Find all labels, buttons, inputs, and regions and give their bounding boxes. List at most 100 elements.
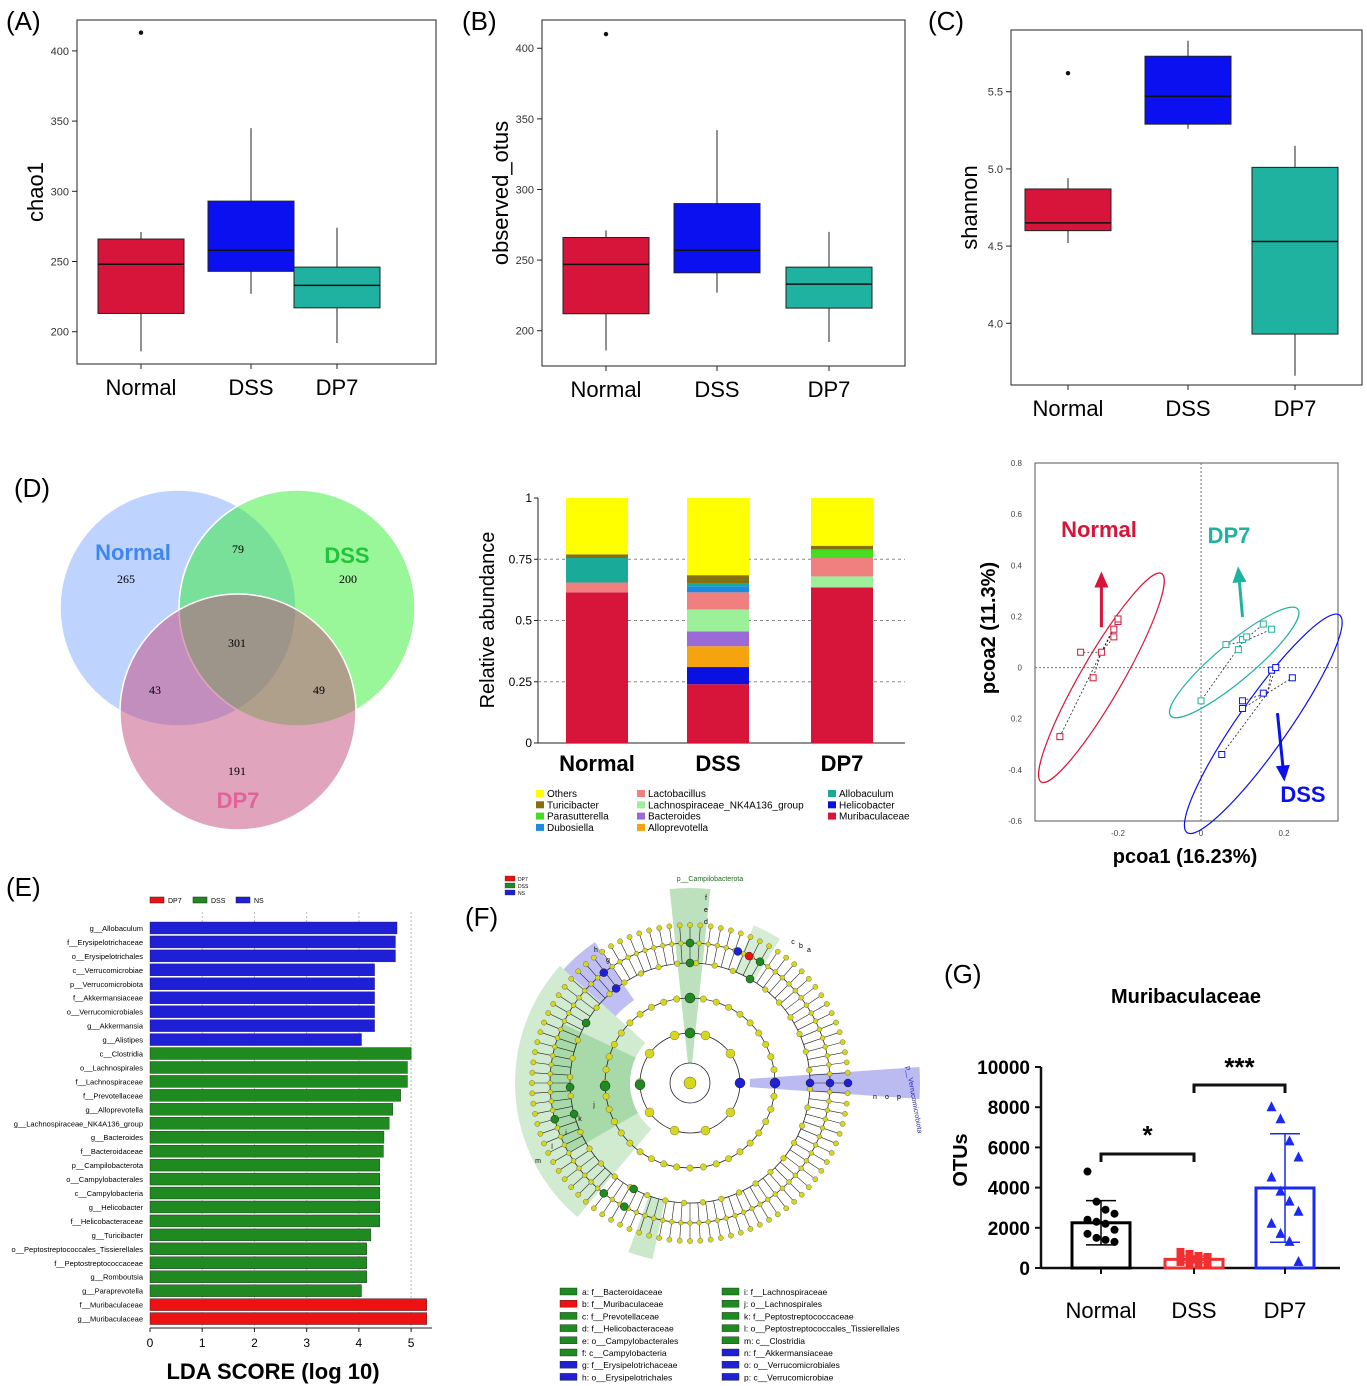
leaf-node [575, 968, 582, 975]
genus-node [588, 981, 594, 987]
order-node [610, 1041, 618, 1048]
leaf-node [599, 948, 606, 955]
sector-letter: h [594, 947, 598, 954]
leaf-node [530, 1059, 537, 1066]
lda-bar-label: g__Paraprevotella [82, 1287, 144, 1296]
legend-label: Others [547, 789, 577, 800]
leaf-node [529, 1080, 535, 1086]
leaf-node [697, 1237, 704, 1244]
venn-set-label: DSS [324, 543, 369, 568]
data-point [1275, 1185, 1286, 1196]
sample-point [1077, 648, 1085, 656]
boxplot-observed-otus: 200 250 300 350 400 observed_otus Normal DSS DP7 [488, 19, 906, 402]
leaf-node [737, 930, 744, 937]
genus-node [576, 995, 582, 1001]
family-node [791, 1139, 798, 1146]
genus-node [757, 1201, 763, 1207]
sample-point [1114, 615, 1122, 623]
genus-node [633, 1209, 640, 1215]
genus-node [803, 1002, 810, 1008]
x-tick-label: DSS [1165, 396, 1210, 421]
data-point [1101, 1205, 1110, 1214]
y-axis-title: OTUs [950, 1133, 972, 1186]
genus-node [558, 1133, 564, 1140]
genus-node [678, 940, 684, 946]
x-tick-label: 3 [303, 1336, 310, 1350]
leaf-node [798, 1191, 805, 1198]
genus-node [678, 1220, 684, 1226]
sector-letter: n [873, 1094, 877, 1101]
lda-bar-label: g__Turicibacter [92, 1231, 144, 1240]
data-point [1110, 1209, 1119, 1218]
venn-region-count: 200 [339, 572, 357, 586]
stacked-abundance-chart: 0 0.25 0.5 0.75 1 Relative abundance Normal DSS… [477, 491, 910, 834]
genus-node [696, 940, 702, 946]
x-tick-label: 2 [251, 1336, 258, 1350]
family-node [593, 1004, 600, 1011]
y-tick-label: 4.5 [988, 241, 1003, 253]
leaf-node [757, 1221, 763, 1228]
box-dp7 [785, 266, 873, 309]
sample-point [1110, 633, 1118, 641]
enriched-node [745, 974, 755, 984]
lda-bar-label: c__Campylobacteria [75, 1189, 144, 1198]
genus-node [547, 1071, 553, 1077]
legend-label: Allobaculum [839, 789, 893, 800]
data-point [1266, 1171, 1277, 1182]
leaf-node [783, 1205, 789, 1212]
sector-letter: o [885, 1094, 889, 1101]
legend-label: DSS [518, 884, 529, 890]
box-dp7 [293, 266, 381, 309]
x-tick-label: Normal [559, 751, 635, 776]
order-node [725, 1003, 732, 1011]
class-node [700, 1125, 711, 1136]
genus-node [772, 1191, 778, 1197]
y-tick-label: 250 [516, 255, 534, 267]
key-swatch [721, 1324, 740, 1332]
genus-node [617, 959, 623, 965]
legend-label: Parasutterella [547, 812, 609, 823]
family-node [787, 1014, 794, 1021]
order-node [767, 1053, 775, 1061]
stack-segment [687, 498, 749, 576]
enriched-node [611, 984, 621, 993]
data-point [1194, 1251, 1203, 1260]
box-dss [1144, 55, 1232, 125]
x-tick-label: DP7 [316, 375, 359, 400]
order-node [755, 1029, 763, 1037]
order-node [626, 1019, 634, 1027]
data-point [1101, 1219, 1110, 1228]
enriched-node [599, 1189, 609, 1198]
order-node [736, 1148, 744, 1156]
legend-label: NS [254, 898, 264, 905]
data-point [1293, 1151, 1304, 1162]
genus-node [816, 1133, 822, 1140]
chart-title: Muribaculaceae [1111, 986, 1261, 1008]
order-node [686, 1164, 694, 1172]
x-tick-label: Normal [571, 377, 642, 402]
stack-segment [566, 582, 628, 593]
box-normal [1024, 188, 1112, 232]
lda-bar-label: c__Verrucomicrobiae [73, 966, 143, 975]
clade-label: p__Campilobacterota [677, 876, 744, 883]
genus-node [779, 975, 785, 981]
venn-region-count: 79 [232, 542, 244, 556]
genus-node [595, 1185, 601, 1191]
legend-swatch [828, 790, 836, 797]
data-point [1284, 1135, 1295, 1146]
key-label: p: c__Verrucomicrobiae [744, 1372, 834, 1382]
genus-node [749, 1205, 755, 1212]
leaf-node [529, 1069, 536, 1076]
order-node [605, 1105, 613, 1113]
family-node [681, 1199, 688, 1206]
x-tick-label: DSS [228, 375, 273, 400]
arrow-head [1232, 566, 1247, 583]
y-axis-title: chao1 [23, 162, 48, 222]
stack-segment [687, 609, 749, 632]
y-tick-label: -0.6 [1008, 817, 1022, 826]
key-swatch [721, 1348, 740, 1357]
y-tick-label: 5.5 [988, 87, 1003, 99]
order-node [746, 1139, 754, 1147]
class-node [700, 1030, 711, 1041]
legend-swatch [536, 812, 544, 820]
